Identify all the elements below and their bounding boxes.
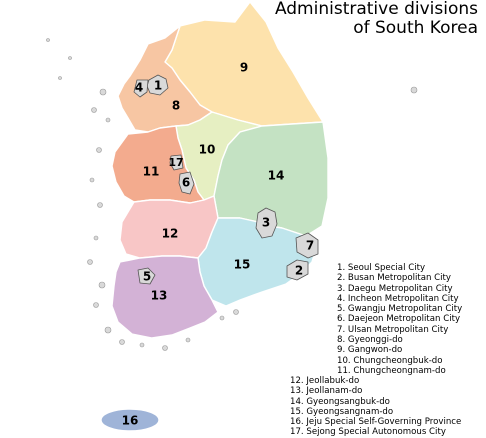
legend-right: 1. Seoul Special City 2. Busan Metropolit… [337,263,462,376]
legend-item: 6. Daejeon Metropolitan City [337,314,461,325]
legend-left: 12. Jeollabuk-do 13. Jeollanam-do 14. Gyeo… [290,376,461,438]
legend-item: 16. Jeju Special Self-Governing Province [290,417,462,428]
region-daegu [255,207,278,239]
legend-item: 7. Ulsan Metropolitan City [337,324,449,335]
label-17: 17 [168,156,183,169]
west-coast-islands [46,38,418,351]
legend-item: 12. Jeollabuk-do [290,376,360,386]
region-gwangju [137,267,156,285]
legend-item: 15. Gyeongsangnam-do [290,406,394,417]
legend-item: 13. Jeollanam-do [290,386,363,397]
legend-item: 3. Daegu Metropolitan City [337,283,453,294]
legend-item: 11. Chungcheongnam-do [337,365,446,376]
label-5: 5 [143,270,151,284]
legend-item: 1. Seoul Special City [337,263,426,273]
legend-item: 8. Gyeonggi-do [337,335,403,346]
legend-item: 14. Gyeongsangbuk-do [290,396,390,407]
label-3: 3 [262,216,270,230]
label-7: 7 [306,239,314,253]
label-1: 1 [154,79,162,93]
label-2: 2 [295,264,303,278]
region-jeju [100,408,160,432]
region-sejong [169,154,184,171]
label-11: 11 [143,165,160,179]
label-8: 8 [172,99,180,113]
label-4: 4 [135,81,143,95]
label-16: 16 [122,414,139,428]
label-10: 10 [199,143,216,157]
label-13: 13 [151,289,168,303]
legend-item: 5. Gwangju Metropolitan City [337,304,463,315]
region-jeonnam [111,255,219,339]
map-title-line-1: Administrative divisions [274,0,478,19]
label-12: 12 [162,227,179,241]
map-title: Administrative divisions of South Korea [275,0,478,38]
legend-item: 17. Sejong Special Autonomous City [290,427,446,438]
legend-item: 10. Chungcheongbuk-do [337,355,443,366]
region-incheon [133,79,149,98]
label-14: 14 [268,169,285,183]
legend-item: 9. Gangwon-do [337,345,403,356]
region-busan [286,259,309,281]
label-15: 15 [234,258,251,272]
label-6: 6 [182,176,190,190]
legend-item: 2. Busan Metropolitan City [337,273,452,284]
region-ulsan [295,232,319,259]
map-title-line-2: of South Korea [353,18,478,38]
region-daejeon [178,171,195,195]
legend-item: 4. Incheon Metropolitan City [337,293,459,304]
label-9: 9 [240,61,248,75]
